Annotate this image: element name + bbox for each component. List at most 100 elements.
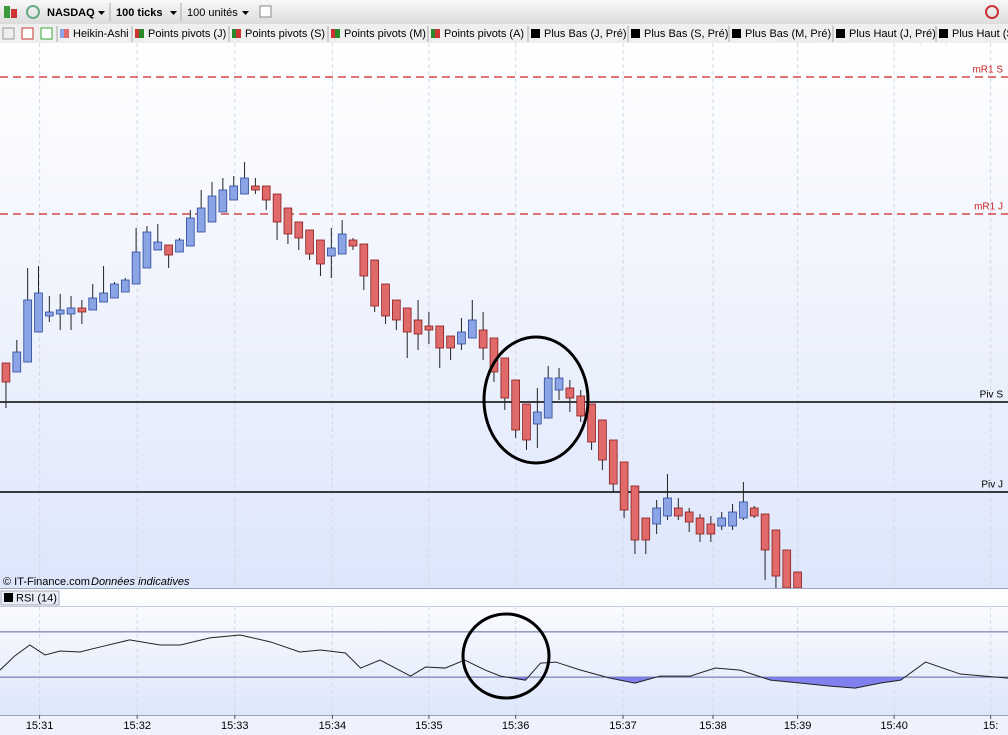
refresh-icon[interactable]: [26, 5, 40, 19]
indicator-tab[interactable]: Heikin-Ashi: [73, 28, 129, 40]
indicator-tab[interactable]: Plus Bas (J, Pré): [544, 28, 627, 40]
rsi-oversold-fill: [0, 677, 1008, 689]
tab-swatch: [64, 29, 69, 38]
candle-body: [413, 319, 423, 335]
sync-icon[interactable]: [985, 5, 999, 19]
candle-body: [142, 231, 152, 269]
tab-swatch: [939, 29, 943, 38]
x-tick-label: 15:36: [502, 720, 530, 732]
candle-body: [793, 571, 802, 588]
candle-body: [326, 247, 336, 257]
tab-swatch: [732, 29, 736, 38]
candle-body: [782, 549, 792, 588]
rsi-line: [0, 634, 1008, 689]
dropdown-arrow[interactable]: [170, 11, 177, 15]
annotation-ellipse: [461, 612, 551, 700]
candle-body: [522, 403, 531, 441]
candle-body: [186, 217, 195, 247]
candle-body: [630, 485, 640, 541]
candle-body: [760, 513, 770, 551]
info-icon[interactable]: [259, 5, 272, 18]
candle-body: [110, 283, 119, 299]
candle-body: [706, 523, 716, 535]
candle-body: [641, 517, 651, 541]
candle-body: [34, 292, 43, 333]
annotation-ellipse: [482, 335, 590, 465]
tab-swatch: [836, 29, 840, 38]
x-tick-label: 15:40: [880, 720, 908, 732]
candle-body: [207, 195, 217, 223]
chart-icon[interactable]: [4, 6, 10, 18]
candle-body: [728, 511, 737, 527]
tool-icon[interactable]: [40, 27, 53, 40]
copyright: © IT-Finance.com: [3, 576, 90, 588]
tab-swatch: [736, 29, 741, 38]
candle-body: [294, 221, 304, 239]
units[interactable]: 100 unités: [187, 7, 238, 19]
candle-body: [381, 283, 390, 317]
time-axis: 15:31 15:32 15:33 15:34 15:35 15:36 15:37 15:38…: [26, 715, 998, 732]
indicator-tab[interactable]: Points pivots (S): [245, 28, 325, 40]
candle-body: [554, 377, 564, 391]
tab-swatch: [435, 29, 440, 38]
candle-body: [1, 362, 11, 383]
candle-body: [457, 331, 466, 345]
x-tick-label: 15:: [983, 720, 998, 732]
candle-body: [131, 251, 141, 285]
candle-body: [533, 411, 542, 425]
interval[interactable]: 100 ticks: [116, 7, 162, 19]
indicator-tab[interactable]: Points pivots (A): [444, 28, 524, 40]
candle-body: [771, 529, 781, 577]
candle-body: [196, 207, 206, 233]
x-axis: [0, 715, 1008, 735]
candle-body: [88, 297, 98, 311]
candle-body: [435, 325, 445, 349]
indicator-tab[interactable]: Plus Bas (S, Pré): [644, 28, 728, 40]
indicator-tab[interactable]: Plus Haut (J, Pré): [849, 28, 936, 40]
candle-body: [598, 419, 607, 461]
rsi-tab[interactable]: [0, 590, 60, 606]
level-label: mR1 S: [972, 65, 1003, 76]
candle-body: [652, 507, 661, 525]
candle-body: [175, 239, 184, 253]
rsi-chart: [0, 606, 1008, 715]
x-tick-label: 15:32: [123, 720, 151, 732]
indicator-tabs: Heikin-Ashi Points pivots (J) Points pivot…: [56, 26, 1008, 42]
indicator-tab[interactable]: Plus Bas (M, Pré): [745, 28, 831, 40]
candle-body: [272, 193, 282, 223]
candle-body: [576, 395, 586, 417]
candle-body: [511, 379, 520, 431]
indicator-tab[interactable]: Points pivots (M): [344, 28, 426, 40]
chart-icon: [11, 9, 17, 18]
tab-swatch: [60, 29, 64, 38]
candle-body: [23, 299, 32, 363]
indicator-tab[interactable]: Points pivots (J): [148, 28, 226, 40]
candle-body: [337, 233, 347, 255]
candle-body: [619, 461, 629, 511]
rsi-panel: [0, 588, 1008, 715]
candle-body: [565, 387, 575, 399]
candle-body: [55, 309, 65, 315]
tool-icon[interactable]: [2, 27, 15, 40]
candle-body: [99, 292, 108, 303]
candle-body: [500, 357, 510, 399]
x-tick-label: 15:38: [699, 720, 727, 732]
dropdown-arrow[interactable]: [242, 11, 249, 15]
tab-swatch: [335, 29, 340, 38]
candle-body: [402, 307, 412, 333]
tab-swatch: [631, 29, 635, 38]
tool-icon[interactable]: [21, 27, 34, 40]
tab-swatch: [943, 29, 948, 38]
main-panel: [0, 43, 1008, 588]
tab-swatch: [535, 29, 540, 38]
indicator-tab[interactable]: Plus Haut (S: [952, 28, 1008, 40]
candle-body: [218, 189, 228, 213]
candle-body: [45, 311, 54, 317]
dropdown-arrow[interactable]: [98, 11, 105, 15]
tab-swatch: [635, 29, 640, 38]
candle-body: [674, 507, 683, 517]
candle-body: [608, 439, 618, 485]
symbol[interactable]: NASDAQ: [47, 7, 95, 19]
candle-body: [261, 185, 271, 201]
